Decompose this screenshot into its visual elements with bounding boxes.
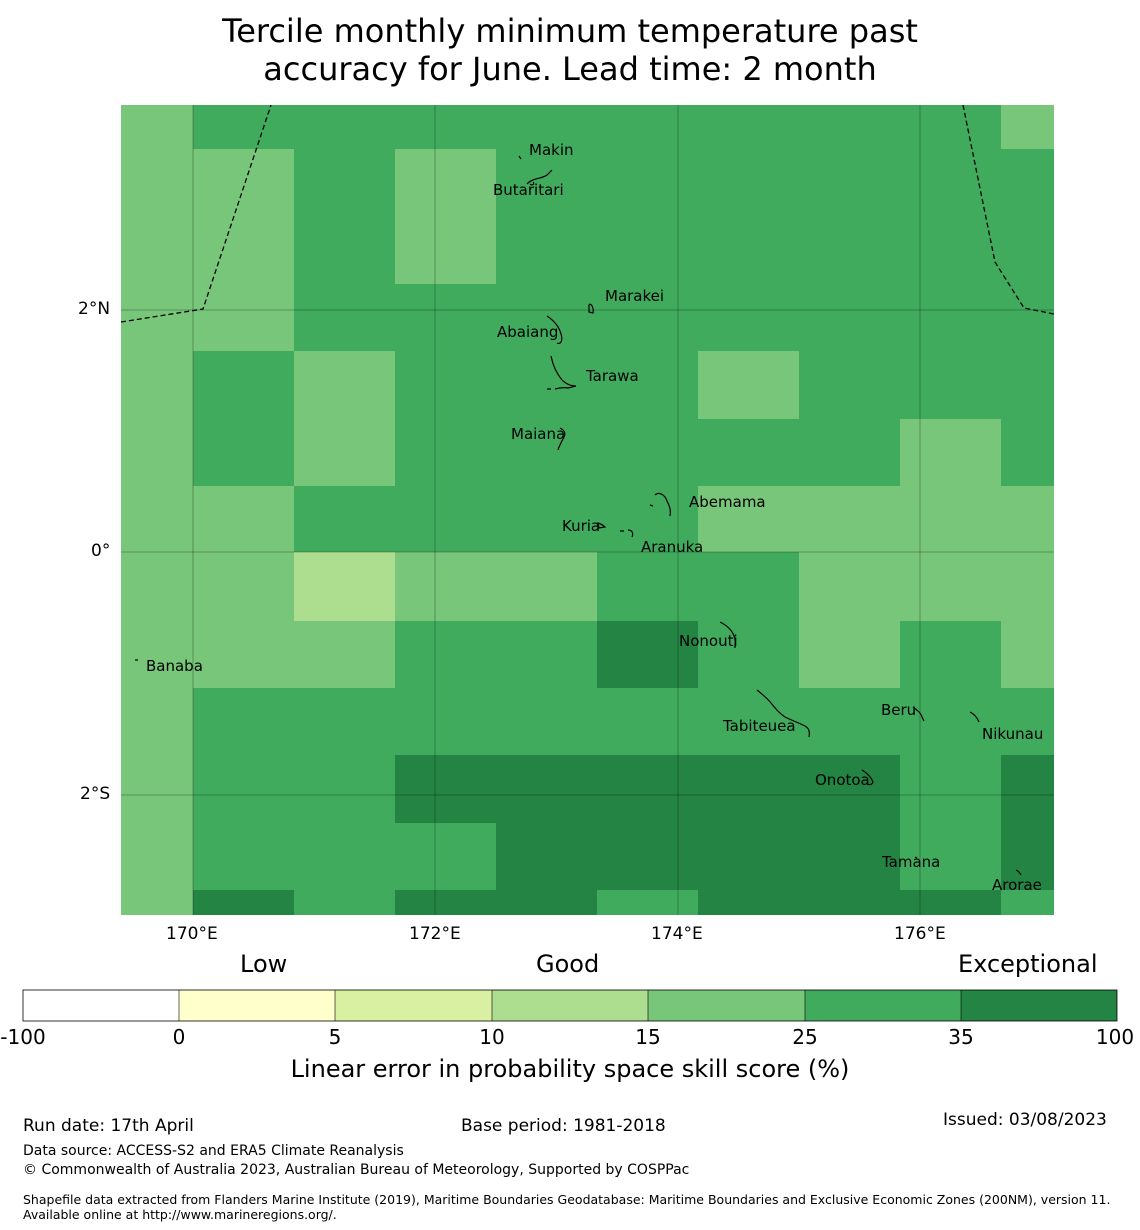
colorbar-label: -100 (0, 1025, 46, 1049)
colorbar (22, 989, 1118, 1022)
place-label-banaba: Banaba (146, 657, 203, 675)
place-label-arorae: Arorae (992, 876, 1042, 894)
place-label-maiana: Maiana (511, 425, 565, 443)
lon-tick-174e: 174°E (651, 924, 703, 944)
place-label-aranuka: Aranuka (641, 538, 703, 556)
lat-tick-0: 0° (91, 541, 111, 561)
colorbar-label: 25 (792, 1025, 818, 1049)
lat-tick-2n: 2°N (78, 299, 111, 319)
colorbar-label-15: 15 (635, 1025, 661, 1049)
place-label-nonouti: Nonouti (679, 632, 738, 650)
place-label-abemama: Abemama (689, 493, 766, 511)
place-label-makin: Makin (529, 141, 574, 159)
place-label-marakei: Marakei (605, 287, 664, 305)
place-label-onotoa: Onotoa (815, 771, 870, 789)
title-line-1: Tercile monthly minimum temperature past (222, 12, 918, 50)
category-low: Low (240, 950, 288, 978)
map-title: Tercile monthly minimum temperature past… (0, 12, 1140, 88)
shapefile-credit: Shapefile data extracted from Flanders M… (23, 1192, 1111, 1222)
lat-tick-2s: 2°S (80, 784, 111, 804)
colorbar-label: 100 (1095, 1025, 1135, 1049)
issued-date: Issued: 03/08/2023 (943, 1110, 1107, 1130)
colorbar-label: 10 (479, 1025, 505, 1049)
place-label-tamana: Tamana (881, 853, 940, 871)
eez-boundary (120, 104, 1055, 323)
place-labels: Makin Butaritari Marakei Abaiang Tarawa … (146, 141, 1043, 894)
skill-grid (121, 105, 1054, 915)
colorbar-title: Linear error in probability space skill … (290, 1055, 850, 1083)
place-label-nikunau: Nikunau (982, 725, 1043, 743)
lon-tick-172e: 172°E (409, 924, 461, 944)
data-source: Data source: ACCESS-S2 and ERA5 Climate … (23, 1143, 404, 1159)
place-label-butaritari: Butaritari (493, 181, 564, 199)
run-date: Run date: 17th April (23, 1116, 194, 1136)
title-line-2: accuracy for June. Lead time: 2 month (263, 50, 877, 88)
place-label-tarawa: Tarawa (585, 367, 639, 385)
island-outlines (135, 155, 1022, 876)
graticule (121, 105, 1054, 915)
place-label-abaiang: Abaiang (497, 323, 558, 341)
lon-tick-170e: 170°E (166, 924, 218, 944)
copyright: © Commonwealth of Australia 2023, Austra… (23, 1162, 690, 1178)
place-label-beru: Beru (881, 701, 916, 719)
colorbar-label: 0 (172, 1025, 186, 1049)
base-period: Base period: 1981-2018 (461, 1116, 666, 1136)
colorbar-label: 35 (948, 1025, 974, 1049)
category-good: Good (536, 950, 600, 978)
colorbar-label: 5 (328, 1025, 342, 1049)
place-label-kuria: Kuria (562, 517, 600, 535)
place-label-tabiteuea: Tabiteuea (722, 717, 796, 735)
lon-tick-176e: 176°E (894, 924, 946, 944)
category-exceptional: Exceptional (958, 950, 1098, 978)
